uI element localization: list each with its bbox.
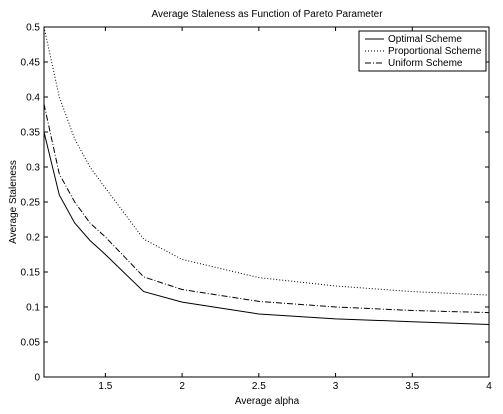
y-tick-label: 0.45 bbox=[21, 58, 41, 69]
y-tick-label: 0.35 bbox=[21, 128, 41, 139]
legend-label-proportional: Proportional Scheme bbox=[388, 46, 482, 57]
y-tick-label: 0.25 bbox=[21, 198, 41, 209]
x-tick-label: 2 bbox=[179, 381, 185, 392]
y-tick-label: 0.15 bbox=[21, 268, 41, 279]
y-tick-label: 0.3 bbox=[26, 163, 40, 174]
y-tick-label: 0.2 bbox=[26, 233, 40, 244]
x-tick-label: 4 bbox=[486, 381, 492, 392]
legend-label-optimal: Optimal Scheme bbox=[388, 34, 462, 45]
y-tick-label: 0.5 bbox=[26, 23, 40, 34]
series-lines bbox=[43, 26, 490, 325]
x-tick-label: 3.5 bbox=[405, 381, 419, 392]
y-tick-label: 0.1 bbox=[26, 303, 40, 314]
series-line-optimal-scheme bbox=[43, 131, 490, 325]
legend: Optimal Scheme Proportional Scheme Unifo… bbox=[358, 30, 487, 72]
y-axis-title: Average Staleness bbox=[8, 160, 19, 244]
y-tick-label: 0.4 bbox=[26, 93, 40, 104]
x-tick-label: 2.5 bbox=[252, 381, 266, 392]
y-tick-label: 0.05 bbox=[21, 338, 41, 349]
x-tick-label: 3 bbox=[333, 381, 339, 392]
x-axis-title: Average alpha bbox=[235, 396, 300, 407]
legend-label-uniform: Uniform Scheme bbox=[388, 58, 463, 69]
x-tick-label: 1.5 bbox=[98, 381, 112, 392]
chart-title: Average Staleness as Function of Pareto … bbox=[151, 9, 383, 20]
axis-ticks: 1.5 2 2.5 3 3.5 4 0 0.05 0.1 0.15 0.2 0.25 0.3 0.35 0.… bbox=[21, 23, 493, 393]
y-tick-label: 0 bbox=[34, 373, 40, 384]
series-line-uniform-scheme bbox=[43, 103, 490, 314]
